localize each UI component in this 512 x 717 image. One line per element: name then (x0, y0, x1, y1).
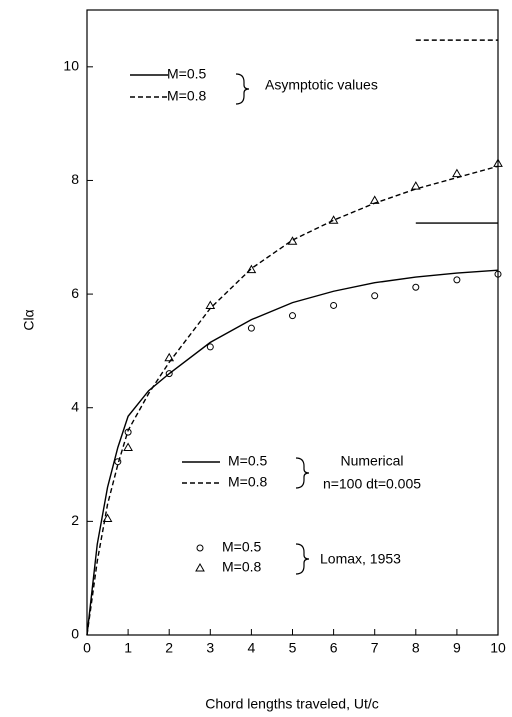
y-tick-label: 6 (71, 285, 79, 301)
data-point (164, 352, 175, 362)
data-point (493, 158, 503, 167)
legend-label: M=0.8 (167, 88, 207, 104)
y-tick-label: 2 (71, 512, 79, 528)
x-tick-label: 0 (83, 640, 91, 656)
x-tick-label: 8 (412, 640, 420, 656)
data-point (114, 458, 122, 466)
data-point (453, 276, 461, 284)
x-tick-label: 3 (206, 640, 214, 656)
legend-brace (295, 543, 310, 575)
data-point (247, 324, 255, 332)
x-tick-label: 2 (165, 640, 173, 656)
legend-brace (235, 73, 250, 105)
legend-label: M=0.5 (228, 453, 268, 469)
data-point (412, 283, 420, 291)
data-point (124, 428, 132, 436)
data-point (246, 264, 257, 274)
data-point (165, 370, 173, 378)
x-axis-label: Chord lengths traveled, Ut/c (205, 696, 379, 712)
data-point (330, 301, 338, 309)
x-tick-label: 7 (371, 640, 379, 656)
data-point (369, 195, 380, 204)
x-tick-label: 10 (490, 640, 506, 656)
data-point (123, 442, 133, 451)
legend-group-label: Lomax, 1953 (320, 551, 401, 567)
legend-label: M=0.8 (228, 474, 268, 490)
legend-group-label: Numerical (340, 453, 403, 469)
data-point (494, 270, 502, 278)
legend-marker (195, 562, 205, 572)
y-tick-label: 4 (71, 398, 79, 414)
y-tick-label: 10 (63, 58, 79, 74)
data-point (206, 343, 214, 351)
data-point (328, 215, 339, 224)
legend-label: M=0.5 (167, 66, 207, 82)
plot-frame (86, 9, 499, 636)
data-point (289, 312, 296, 320)
legend-label: M=0.5 (222, 539, 262, 555)
legend-group-label: Asymptotic values (265, 77, 378, 93)
x-tick-label: 1 (124, 640, 132, 656)
legend-brace (295, 457, 310, 489)
data-point (287, 236, 298, 245)
x-tick-label: 4 (248, 640, 256, 656)
series-line (86, 269, 499, 636)
data-point (205, 300, 216, 309)
x-tick-label: 6 (330, 640, 338, 656)
legend-group-label: n=100 dt=0.005 (323, 476, 421, 492)
y-axis-label: Clα (21, 309, 37, 330)
y-tick-label: 8 (71, 171, 79, 187)
y-tick-label: 0 (71, 626, 79, 642)
data-point (102, 513, 113, 523)
data-point (452, 168, 462, 178)
data-point (410, 181, 421, 190)
legend-marker (196, 544, 204, 552)
x-tick-label: 9 (453, 640, 461, 656)
data-point (371, 292, 379, 300)
legend-label: M=0.8 (222, 559, 262, 575)
x-tick-label: 5 (289, 640, 297, 656)
